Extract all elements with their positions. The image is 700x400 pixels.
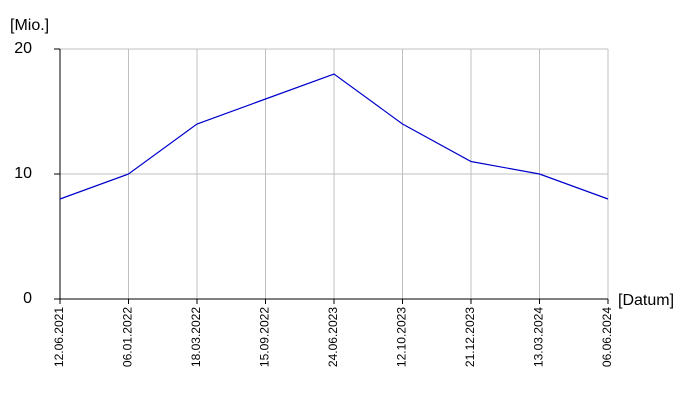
y-axis-label: [Mio.] [10, 17, 49, 34]
data-line [59, 73, 609, 200]
x-tick-label: 24.06.2023 [326, 307, 340, 367]
x-tick-label: 18.03.2022 [189, 307, 203, 367]
y-tick-label: 20 [14, 40, 32, 57]
y-tick-label: 0 [23, 290, 32, 307]
x-axis-label: [Datum] [618, 292, 674, 309]
x-tick-label: 13.03.2024 [532, 307, 546, 367]
x-tick-label: 21.12.2023 [463, 307, 477, 367]
x-tick-label: 12.06.2021 [52, 307, 66, 367]
y-tick-label: 10 [14, 165, 32, 182]
x-tick-label: 15.09.2022 [258, 307, 272, 367]
x-tick-label: 06.06.2024 [600, 307, 614, 367]
x-tick-label: 06.01.2022 [121, 307, 135, 367]
x-tick-label: 12.10.2023 [395, 307, 409, 367]
